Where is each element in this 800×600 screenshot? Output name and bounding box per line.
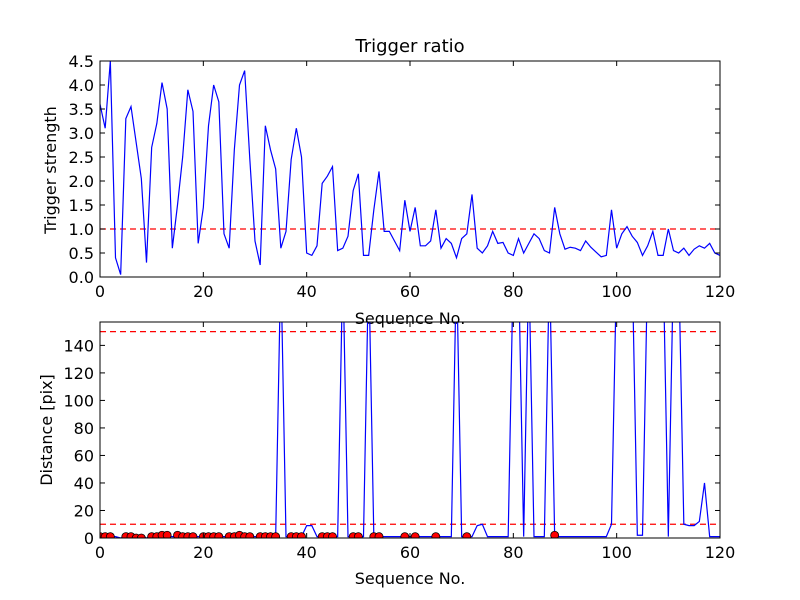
bottom-marker-point <box>353 532 363 538</box>
top-y-tick-label: 2.5 <box>69 148 94 167</box>
bottom-x-axis-label: Sequence No. <box>355 569 466 588</box>
bottom-marker-point <box>410 532 420 538</box>
bottom-x-tick-label: 0 <box>95 543 105 562</box>
bottom-series-line <box>100 322 720 538</box>
top-y-ticks: 0.0 0.5 1.0 1.5 2.0 2.5 3.0 3.5 4.0 4.5 <box>69 52 720 287</box>
bottom-marker-point <box>105 532 115 538</box>
bottom-x-tick-label: 80 <box>503 543 523 562</box>
bottom-axes-frame <box>99 321 721 539</box>
bottom-x-tick-label: 120 <box>705 543 736 562</box>
bottom-marker-point <box>374 532 384 538</box>
bottom-y-axis-label: Distance [pix] <box>37 374 56 486</box>
top-chart-title: Trigger ratio <box>354 36 464 57</box>
bottom-y-tick-label: 20 <box>74 501 94 520</box>
top-series-line <box>100 61 720 275</box>
top-axes-frame <box>99 60 721 278</box>
bottom-chart: 0 20 40 60 80 100 120 0 20 40 60 80 100 120 140 Seque… <box>37 321 735 588</box>
top-x-tick-label: 100 <box>601 282 632 301</box>
bottom-x-ticks: 0 20 40 60 80 100 120 <box>95 322 735 562</box>
top-series-layer <box>100 61 720 275</box>
bottom-marker-point <box>328 532 337 538</box>
top-y-tick-label: 1.5 <box>69 196 94 215</box>
top-x-tick-label: 0 <box>95 282 105 301</box>
bottom-y-tick-label: 60 <box>74 446 94 465</box>
bottom-marker-point <box>462 532 472 538</box>
bottom-y-tick-label: 40 <box>74 474 94 493</box>
bottom-x-tick-label: 100 <box>601 543 632 562</box>
top-y-tick-label: 1.0 <box>69 220 94 239</box>
bottom-x-tick-label: 20 <box>193 543 213 562</box>
bottom-x-tick-label: 40 <box>296 543 316 562</box>
top-x-tick-label: 20 <box>193 282 213 301</box>
top-y-axis-label: Trigger strength <box>41 106 60 235</box>
bottom-marker-point <box>550 530 560 538</box>
top-x-tick-label: 120 <box>705 282 736 301</box>
bottom-y-ticks: 0 20 40 60 80 100 120 140 <box>63 336 720 548</box>
top-plot-area <box>100 61 720 275</box>
top-y-tick-label: 3.5 <box>69 100 94 119</box>
bottom-series-layer <box>100 322 720 538</box>
top-y-tick-label: 4.0 <box>69 76 94 95</box>
bottom-marker-point <box>136 533 146 538</box>
top-y-tick-label: 3.0 <box>69 124 94 143</box>
top-x-tick-label: 60 <box>400 282 420 301</box>
top-chart: Trigger ratio 0 20 40 60 80 100 120 0.0 0.5 1.0 1… <box>41 36 735 328</box>
bottom-marker-point <box>400 532 410 538</box>
bottom-y-tick-label: 100 <box>63 391 94 410</box>
top-x-tick-label: 80 <box>503 282 523 301</box>
bottom-marker-point <box>271 532 281 538</box>
bottom-marker-point <box>214 532 224 538</box>
bottom-y-tick-label: 120 <box>63 364 94 383</box>
bottom-x-tick-label: 60 <box>400 543 420 562</box>
top-y-tick-label: 0.5 <box>69 244 94 263</box>
bottom-y-tick-label: 140 <box>63 336 94 355</box>
bottom-y-tick-label: 80 <box>74 419 94 438</box>
top-y-tick-label: 4.5 <box>69 52 94 71</box>
bottom-marker-point <box>431 532 441 538</box>
bottom-marker-point <box>162 530 172 538</box>
bottom-marker-point <box>245 532 255 538</box>
top-x-tick-label: 40 <box>296 282 316 301</box>
top-x-ticks: 0 20 40 60 80 100 120 <box>95 61 735 301</box>
top-y-tick-label: 0.0 <box>69 268 94 287</box>
top-y-tick-label: 2.0 <box>69 172 94 191</box>
bottom-marker-point <box>297 532 306 538</box>
bottom-plot-area <box>100 322 720 538</box>
bottom-marker-point <box>188 532 198 538</box>
top-x-axis-label: Sequence No. <box>355 309 466 328</box>
bottom-y-tick-label: 0 <box>84 529 94 548</box>
